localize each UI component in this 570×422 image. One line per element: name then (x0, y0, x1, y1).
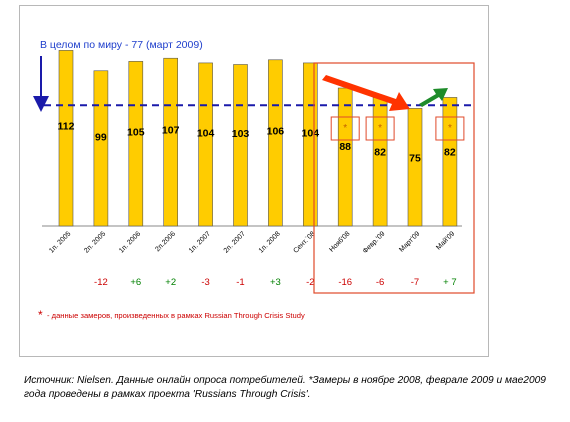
bar-11 (407, 108, 423, 227)
change-label-7: +3 (270, 277, 281, 288)
value-label-4: 107 (162, 125, 180, 137)
change-label-8: -2 (306, 277, 314, 288)
tick-label-2: 2п. 2005 (83, 230, 107, 254)
value-label-3: 105 (127, 126, 145, 138)
bar-2 (93, 70, 109, 227)
tick-label-10: Февр.'09 (362, 230, 387, 255)
value-label-9: 88 (339, 141, 351, 153)
value-label-8: 104 (302, 127, 320, 139)
bar-8 (302, 62, 318, 227)
change-label-11: -7 (411, 277, 419, 288)
source-caption: Источник: Nielsen. Данные онлайн опроса … (24, 375, 546, 400)
star-box-12 (435, 116, 465, 141)
star-box-9 (330, 116, 360, 141)
bar-3 (128, 61, 144, 227)
change-label-3: +6 (130, 277, 141, 288)
value-label-1: 112 (58, 120, 75, 132)
star-mark-12: * (448, 123, 452, 134)
value-label-11: 75 (409, 152, 421, 164)
change-label-2: -12 (94, 277, 108, 288)
bar-9 (337, 87, 353, 227)
crisis-highlight-box (313, 62, 475, 294)
change-label-9: -16 (338, 277, 352, 288)
world-average-label: В целом по миру - 77 (март 2009) (40, 39, 203, 51)
down-trend-arrow (322, 75, 410, 111)
value-label-10: 82 (374, 146, 386, 158)
star-box-10 (365, 116, 395, 141)
bar-4 (163, 57, 178, 227)
tick-label-3: 1п. 2006 (118, 230, 142, 254)
footnote-text: - данные замеров, произведенных в рамках… (47, 311, 305, 320)
footnote-star: * (38, 308, 43, 322)
tick-label-5: 1п. 2007 (188, 230, 212, 254)
bar-12 (442, 97, 458, 227)
value-label-5: 104 (197, 127, 215, 139)
value-label-6: 103 (232, 128, 250, 140)
change-label-12: + 7 (443, 277, 456, 288)
tick-label-9: Нояб'08 (328, 230, 352, 254)
star-mark-9: * (343, 123, 347, 134)
change-label-10: -6 (376, 277, 384, 288)
tick-label-1: 1п. 2005 (48, 230, 72, 254)
change-label-4: +2 (165, 277, 176, 288)
value-label-2: 99 (95, 132, 107, 144)
tick-label-8: Сент.`08 (292, 230, 316, 254)
bar-6 (233, 64, 248, 227)
value-label-7: 106 (267, 126, 285, 138)
tick-label-7: 1п. 2008 (258, 230, 282, 254)
bar-5 (198, 62, 213, 227)
tick-label-6: 2п. 2007 (223, 230, 247, 254)
star-mark-10: * (378, 123, 382, 134)
bar-1 (58, 50, 74, 227)
tick-label-12: Май'09 (435, 230, 457, 252)
value-label-12: 82 (444, 146, 456, 158)
change-label-5: -3 (201, 277, 209, 288)
bar-7 (268, 59, 283, 227)
tick-label-4: 2п.2006 (154, 230, 177, 253)
up-trend-arrow (419, 88, 448, 107)
change-label-6: -1 (236, 277, 244, 288)
tick-label-11: Март'09 (398, 230, 421, 253)
